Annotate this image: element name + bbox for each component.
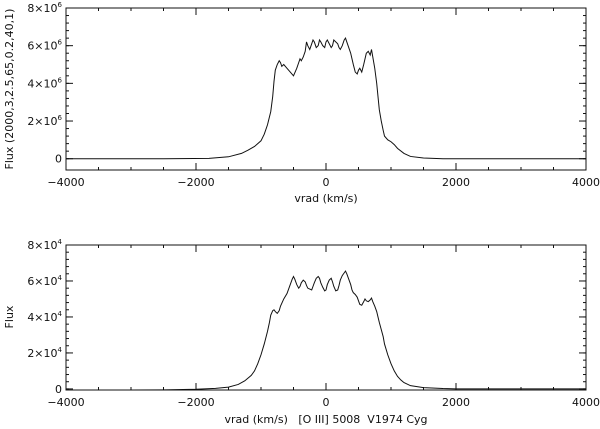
y-tick-label: 4×104 bbox=[27, 310, 62, 324]
y-tick-label: 6×104 bbox=[27, 274, 62, 288]
top-y-tick-labels: 0 2×106 4×106 6×106 8×106 bbox=[27, 1, 62, 166]
bottom-y-tick-labels: 0 2×104 4×104 6×104 8×104 bbox=[27, 238, 62, 396]
x-tick-label: 2000 bbox=[442, 396, 470, 409]
top-flux-line bbox=[66, 37, 586, 160]
bottom-plot-frame bbox=[65, 244, 587, 391]
y-tick-label: 6×106 bbox=[27, 39, 62, 53]
top-y-ticks bbox=[66, 7, 586, 160]
bottom-x-tick-labels: −4000 −2000 0 2000 4000 bbox=[47, 396, 600, 409]
bottom-y-ticks bbox=[66, 244, 586, 390]
x-tick-label: 4000 bbox=[572, 396, 600, 409]
bottom-x-ticks bbox=[65, 245, 587, 390]
top-plot-frame bbox=[65, 7, 587, 171]
x-tick-label: 2000 bbox=[442, 176, 470, 189]
top-x-ticks bbox=[65, 8, 587, 170]
x-tick-label: 0 bbox=[323, 176, 330, 189]
y-tick-label: 0 bbox=[55, 383, 62, 396]
x-tick-label: 0 bbox=[323, 396, 330, 409]
y-tick-label: 4×106 bbox=[27, 76, 62, 90]
bottom-flux-panel: −4000 −2000 0 2000 4000 0 2×104 4×104 6×104 8×10… bbox=[3, 238, 600, 426]
x-tick-label: 4000 bbox=[572, 176, 600, 189]
y-tick-label: 8×104 bbox=[27, 238, 62, 252]
y-tick-label: 2×106 bbox=[27, 114, 62, 128]
y-tick-label: 8×106 bbox=[27, 1, 62, 15]
y-tick-label: 2×104 bbox=[27, 346, 62, 360]
x-tick-label: −4000 bbox=[47, 176, 84, 189]
y-tick-label: 0 bbox=[55, 153, 62, 166]
bottom-flux-line bbox=[66, 270, 586, 391]
x-tick-label: −4000 bbox=[47, 396, 84, 409]
bottom-x-axis-label: vrad (km/s) [O III] 5008 V1974 Cyg bbox=[225, 413, 428, 426]
bottom-y-axis-label: Flux bbox=[3, 305, 16, 328]
top-x-tick-labels: −4000 −2000 0 2000 4000 bbox=[47, 176, 600, 189]
x-tick-label: −2000 bbox=[177, 396, 214, 409]
top-flux-panel: −4000 −2000 0 2000 4000 0 2×106 4×106 6×106 8×10… bbox=[3, 1, 600, 205]
top-x-axis-label: vrad (km/s) bbox=[294, 192, 357, 205]
x-tick-label: −2000 bbox=[177, 176, 214, 189]
top-y-axis-label: Flux (2000,3,2.5,65,0.2,40,1) bbox=[3, 9, 16, 170]
